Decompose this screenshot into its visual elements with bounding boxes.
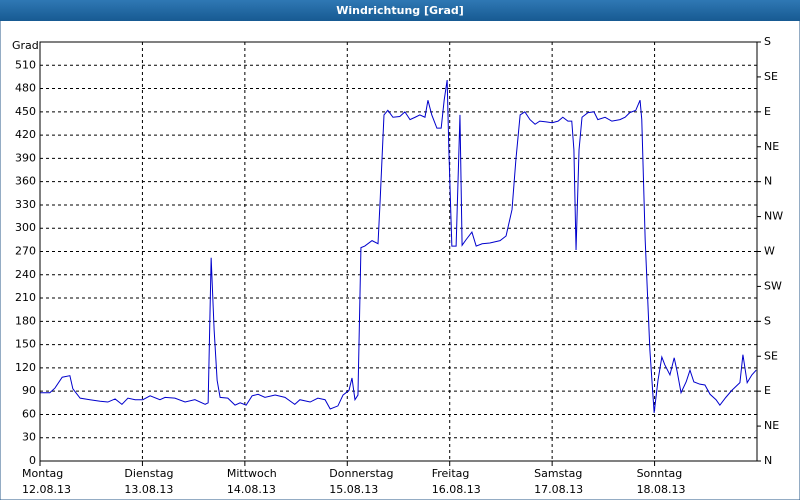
x-tick-date: 13.08.13 [124, 483, 173, 496]
y2-tick-label: S [764, 35, 771, 48]
y-tick-label: 480 [15, 82, 36, 95]
y-tick-label: 300 [15, 221, 36, 234]
y2-tick-label: SE [764, 70, 778, 83]
y2-tick-label: N [764, 454, 772, 467]
y-tick-label: 390 [15, 151, 36, 164]
x-tick-date: 16.08.13 [432, 483, 481, 496]
y-tick-label: 210 [15, 291, 36, 304]
data-line [40, 79, 757, 413]
y-tick-label: 420 [15, 128, 36, 141]
x-tick-label: Samstag [534, 467, 582, 480]
y2-tick-label: S [764, 314, 771, 327]
y-tick-label: 120 [15, 361, 36, 374]
y-tick-label: 150 [15, 338, 36, 351]
y-tick-label: 0 [29, 454, 36, 467]
y2-tick-label: NE [764, 140, 779, 153]
y-tick-label: 360 [15, 175, 36, 188]
y2-tick-label: N [764, 175, 772, 188]
x-tick-label: Montag [22, 467, 63, 480]
chart-title: Windrichtung [Grad] [336, 4, 464, 17]
x-tick-label: Freitag [432, 467, 470, 480]
y2-tick-label: E [764, 105, 771, 118]
y-tick-label: 270 [15, 245, 36, 258]
x-tick-label: Sonntag [637, 467, 683, 480]
y-tick-label: 180 [15, 314, 36, 327]
y-tick-label: 510 [15, 58, 36, 71]
x-tick-date: 15.08.13 [329, 483, 378, 496]
x-tick-label: Mittwoch [227, 467, 277, 480]
y-axis-label: Grad [12, 39, 39, 52]
title-bar [0, 0, 800, 21]
plot-frame [39, 41, 758, 462]
y2-tick-label: E [764, 384, 771, 397]
y-tick-label: 90 [22, 384, 36, 397]
y2-tick-label: SW [764, 279, 782, 292]
y-tick-label: 330 [15, 198, 36, 211]
y2-tick-label: W [764, 245, 775, 258]
y2-tick-label: NW [764, 210, 783, 223]
y2-tick-label: NE [764, 419, 779, 432]
y2-tick-label: SE [764, 349, 778, 362]
y-tick-label: 240 [15, 268, 36, 281]
x-tick-label: Donnerstag [329, 467, 393, 480]
x-tick-date: 17.08.13 [534, 483, 583, 496]
x-tick-date: 14.08.13 [227, 483, 276, 496]
plot: 0 30 60 90 120 150 180 210 240 270 300 330 360 390 420… [15, 35, 783, 496]
x-tick-label: Dienstag [124, 467, 173, 480]
y-tick-label: 450 [15, 105, 36, 118]
x-tick-date: 12.08.13 [22, 483, 71, 496]
y-tick-label: 30 [22, 431, 36, 444]
x-tick-date: 18.08.13 [637, 483, 686, 496]
y-tick-label: 60 [22, 407, 36, 420]
